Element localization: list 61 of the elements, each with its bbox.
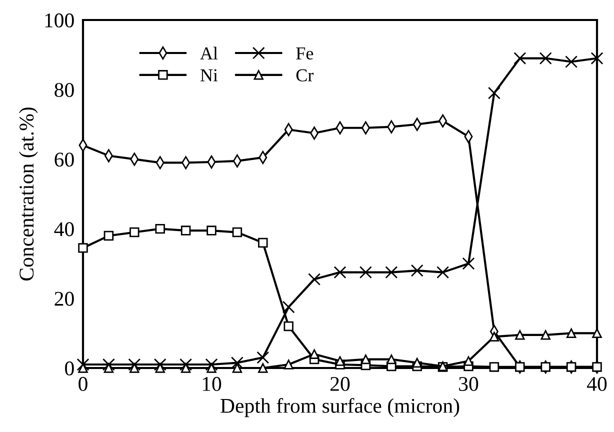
- point: [334, 266, 346, 279]
- point: [515, 362, 525, 372]
- legend-label: Al: [200, 46, 218, 60]
- y-axis-title: Concentration (at.%): [18, 108, 38, 280]
- point: [462, 257, 475, 270]
- x-tick-label: 20: [330, 376, 350, 391]
- y-tick-label: 40: [54, 222, 74, 236]
- y-tick-label: 0: [65, 361, 74, 376]
- point: [154, 358, 166, 371]
- point: [515, 330, 525, 340]
- y-tick-label: 80: [54, 82, 74, 98]
- point: [130, 227, 140, 238]
- point: [258, 363, 268, 373]
- y-tick-label: 20: [54, 292, 74, 306]
- point: [180, 358, 192, 371]
- x-axis-title: Depth from surface (micron): [220, 398, 460, 418]
- x-tick-label: 30: [459, 376, 478, 391]
- point: [539, 52, 552, 65]
- legend-label: Ni: [200, 69, 218, 82]
- point: [232, 227, 242, 238]
- y-tick-label: 100: [45, 13, 74, 28]
- point: [566, 362, 576, 372]
- point: [412, 358, 422, 368]
- point: [284, 321, 294, 332]
- point: [128, 358, 141, 371]
- point: [180, 226, 191, 236]
- point: [206, 226, 216, 236]
- point: [386, 354, 396, 364]
- point: [565, 56, 578, 68]
- point: [282, 300, 295, 314]
- point: [258, 238, 268, 248]
- point: [102, 358, 115, 371]
- point: [540, 330, 550, 340]
- legend-label: Fe: [296, 48, 314, 60]
- legend-label: Cr: [296, 69, 314, 82]
- point: [78, 243, 88, 253]
- point: [592, 362, 602, 372]
- point: [104, 230, 114, 241]
- y-tick-label: 60: [54, 152, 74, 167]
- point: [335, 356, 345, 366]
- point: [514, 52, 526, 65]
- x-tick-label: 0: [78, 376, 88, 391]
- point: [592, 328, 602, 338]
- point: [488, 86, 500, 100]
- point: [410, 264, 424, 277]
- point: [489, 332, 500, 342]
- point: [436, 266, 450, 279]
- point: [359, 266, 372, 279]
- point: [155, 224, 165, 234]
- point: [308, 273, 321, 286]
- point: [76, 358, 90, 371]
- point: [256, 351, 270, 364]
- x-tick-label: 10: [202, 376, 222, 391]
- point: [566, 328, 576, 338]
- point: [489, 362, 500, 372]
- point: [360, 354, 371, 364]
- point: [540, 362, 550, 372]
- point: [385, 266, 398, 279]
- x-tick-label: 40: [586, 376, 607, 391]
- point: [590, 52, 604, 65]
- point: [205, 358, 218, 371]
